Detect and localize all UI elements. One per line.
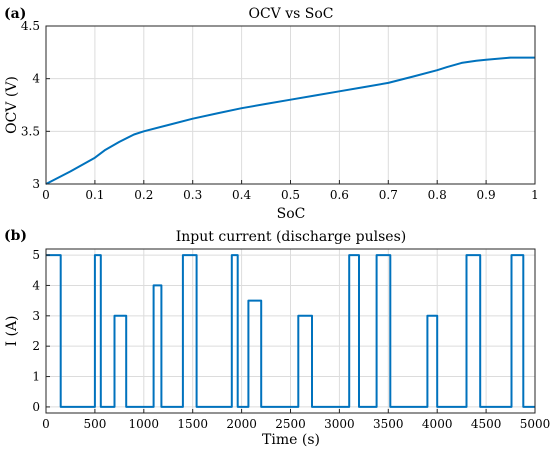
ocv-x-tick-label: 0.5 bbox=[281, 188, 300, 202]
current-y-axis-label: I (A) bbox=[4, 315, 20, 346]
current-x-tick-label: 1500 bbox=[177, 417, 208, 431]
ocv-x-tick-label: 0.4 bbox=[232, 188, 251, 202]
ocv-x-tick-label: 0.8 bbox=[428, 188, 447, 202]
current-ticks: 0 500 1000 1500 2000 2500 3000 3500 4000 4500 5000… bbox=[32, 248, 550, 431]
ocv-y-tick-label: 3 bbox=[32, 177, 40, 191]
ocv-chart-title: OCV vs SoC bbox=[248, 6, 333, 22]
ocv-x-tick-label: 0.2 bbox=[134, 188, 153, 202]
ocv-x-tick-label: 0.1 bbox=[85, 188, 104, 202]
current-x-tick-label: 1000 bbox=[129, 417, 160, 431]
ocv-y-tick-label: 3.5 bbox=[21, 124, 40, 138]
ocv-chart-panel: (a) OCV vs SoC 0 0.1 0.2 0.3 0.4 0.5 0.6 0.7 0.8… bbox=[4, 6, 539, 222]
ocv-ticks: 0 0.1 0.2 0.3 0.4 0.5 0.6 0.7 0.8 0.9 1 3 3.5 4 4.5 bbox=[21, 19, 539, 202]
current-x-tick-label: 3500 bbox=[373, 417, 404, 431]
current-y-tick-label: 3 bbox=[32, 309, 40, 323]
ocv-x-tick-label: 0.3 bbox=[183, 188, 202, 202]
ocv-x-tick-label: 1 bbox=[531, 188, 539, 202]
ocv-y-tick-label: 4 bbox=[32, 72, 40, 86]
ocv-y-axis-label: OCV (V) bbox=[4, 76, 20, 134]
ocv-series-line bbox=[45, 56, 535, 185]
current-chart-panel: (b) Input current (discharge pulses) 0 50… bbox=[4, 228, 550, 448]
current-x-tick-label: 4500 bbox=[471, 417, 502, 431]
current-x-tick-label: 2000 bbox=[226, 417, 257, 431]
current-series-line bbox=[46, 254, 535, 408]
current-x-tick-label: 3000 bbox=[324, 417, 355, 431]
current-x-tick-label: 0 bbox=[42, 417, 50, 431]
current-y-tick-label: 4 bbox=[32, 278, 40, 292]
ocv-x-tick-label: 0.6 bbox=[330, 188, 349, 202]
panel-b-letter: (b) bbox=[4, 228, 27, 244]
current-x-tick-label: 4000 bbox=[422, 417, 453, 431]
ocv-grid bbox=[45, 25, 536, 185]
ocv-x-tick-label: 0.9 bbox=[477, 188, 496, 202]
current-x-tick-label: 500 bbox=[83, 417, 106, 431]
ocv-x-tick-label: 0 bbox=[42, 188, 50, 202]
panel-a-letter: (a) bbox=[4, 6, 26, 22]
ocv-x-axis-label: SoC bbox=[277, 206, 306, 222]
current-y-tick-label: 1 bbox=[32, 370, 40, 384]
ocv-x-tick-label: 0.7 bbox=[379, 188, 398, 202]
current-x-axis-label: Time (s) bbox=[262, 432, 320, 448]
ocv-y-tick-label: 4.5 bbox=[21, 19, 40, 33]
current-x-tick-label: 2500 bbox=[275, 417, 306, 431]
current-chart-title: Input current (discharge pulses) bbox=[176, 229, 406, 245]
current-y-tick-label: 0 bbox=[32, 400, 40, 414]
current-y-tick-label: 5 bbox=[32, 248, 40, 262]
ocv-plot-area bbox=[45, 56, 535, 185]
current-y-tick-label: 2 bbox=[32, 339, 40, 353]
current-plot-area bbox=[46, 254, 535, 408]
current-grid bbox=[45, 249, 536, 413]
current-x-tick-label: 5000 bbox=[520, 417, 550, 431]
